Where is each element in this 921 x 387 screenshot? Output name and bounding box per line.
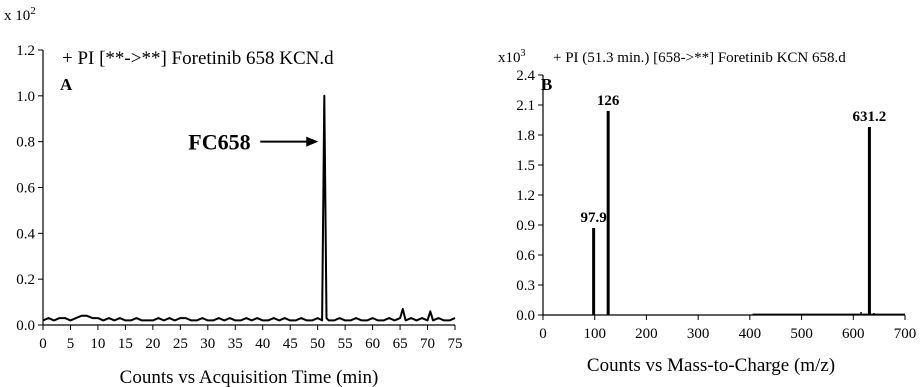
panel-b-y-tick-label: 0.3: [516, 278, 535, 294]
panel-a-x-axis-title: Counts vs Acquisition Time (min): [120, 367, 379, 387]
panel-a-annotation-label: FC658: [188, 130, 250, 155]
panel-a-multiplier: x 102: [4, 5, 36, 24]
panel-b-title: + PI (51.3 min.) [658->**] Foretinib KCN…: [553, 50, 846, 66]
panel-a-x-tick-label: 0: [39, 336, 47, 352]
panel-b-letter: B: [541, 75, 552, 94]
panel-b-peak-label: 97.9: [581, 210, 607, 226]
panel-a-y-tick-label: 0.4: [16, 226, 35, 242]
panel-a-letter: A: [60, 75, 73, 94]
panel-a-x-tick-label: 30: [200, 336, 215, 352]
panel-a-x-tick-label: 20: [145, 336, 160, 352]
panel-a-series-line: [42, 94, 456, 322]
panel-b-x-tick-label: 100: [583, 326, 606, 342]
panel-b-x-tick-label: 300: [687, 326, 710, 342]
panel-a-x-tick-label: 25: [173, 336, 188, 352]
panel-a-annotation-arrow-head: [306, 136, 319, 147]
panel-b-y-tick-label: 2.1: [516, 98, 535, 114]
panel-a-y-tick-label: 1.2: [16, 43, 35, 59]
panel-a-y-tick-label: 0.8: [16, 135, 35, 151]
panel-b-x-tick-label: 200: [635, 326, 658, 342]
panel-b-y-tick-label: 1.2: [516, 188, 535, 204]
panel-a-title: + PI [**->**] Foretinib 658 KCN.d: [62, 48, 334, 69]
panel-b-y-tick-label: 0.0: [516, 308, 535, 324]
panel-a-y-tick-label: 0.0: [16, 318, 35, 334]
panel-a-y-tick-label: 1.0: [16, 89, 35, 105]
panel-b-x-tick-label: 500: [790, 326, 813, 342]
panel-a-x-tick-label: 45: [283, 336, 298, 352]
panel-a-x-tick-label: 35: [228, 336, 243, 352]
panel-a-x-tick-label: 60: [365, 336, 380, 352]
panel-b-x-tick-label: 700: [894, 326, 917, 342]
panel-b-x-tick-label: 600: [842, 326, 865, 342]
panel-a-y-tick-label: 0.6: [16, 181, 35, 197]
panel-a-x-tick-label: 15: [118, 336, 133, 352]
panel-b-x-axis-title: Counts vs Mass-to-Charge (m/z): [587, 355, 835, 376]
panel-b-y-tick-label: 1.5: [516, 158, 535, 174]
panel-a-x-tick-label: 40: [255, 336, 270, 352]
panel-a-x-tick-label: 10: [90, 336, 105, 352]
panel-a-x-tick-label: 65: [393, 336, 408, 352]
panel-b-plot: 0.0 0.3 0.6 0.9 1.2 1.5 1.8 2.1 2.4 0 100 200 300 400…: [516, 68, 916, 342]
panel-b: x103 + PI (51.3 min.) [658->**] Foretini…: [498, 48, 916, 376]
panel-a-x-tick-label: 75: [448, 336, 463, 352]
panel-a-x-tick-label: 55: [338, 336, 353, 352]
panel-a-x-tick-label: 50: [310, 336, 325, 352]
panel-a: x 102 + PI [**->**] Foretinib 658 KCN.d …: [4, 5, 463, 387]
panel-a-plot: 0.0 0.2 0.4 0.6 0.8 1.0 1.2 0 5 10 15 20 25 30 35 40 45 5…: [16, 43, 462, 352]
panel-a-x-tick-label: 70: [420, 336, 435, 352]
panel-b-y-tick-label: 0.9: [516, 218, 535, 234]
panel-b-x-tick-label: 0: [539, 326, 547, 342]
panel-b-y-tick-label: 0.6: [516, 248, 535, 264]
panel-a-y-tick-label: 0.2: [16, 272, 35, 288]
panel-b-peak-label: 126: [597, 93, 620, 109]
panel-b-peak-label: 631.2: [853, 109, 887, 125]
panel-b-y-tick-label: 1.8: [516, 128, 535, 144]
panel-b-y-tick-label: 2.4: [516, 68, 535, 84]
panel-a-x-tick-label: 5: [67, 336, 75, 352]
panel-b-multiplier: x103: [498, 48, 526, 66]
panel-b-x-tick-label: 400: [739, 326, 762, 342]
